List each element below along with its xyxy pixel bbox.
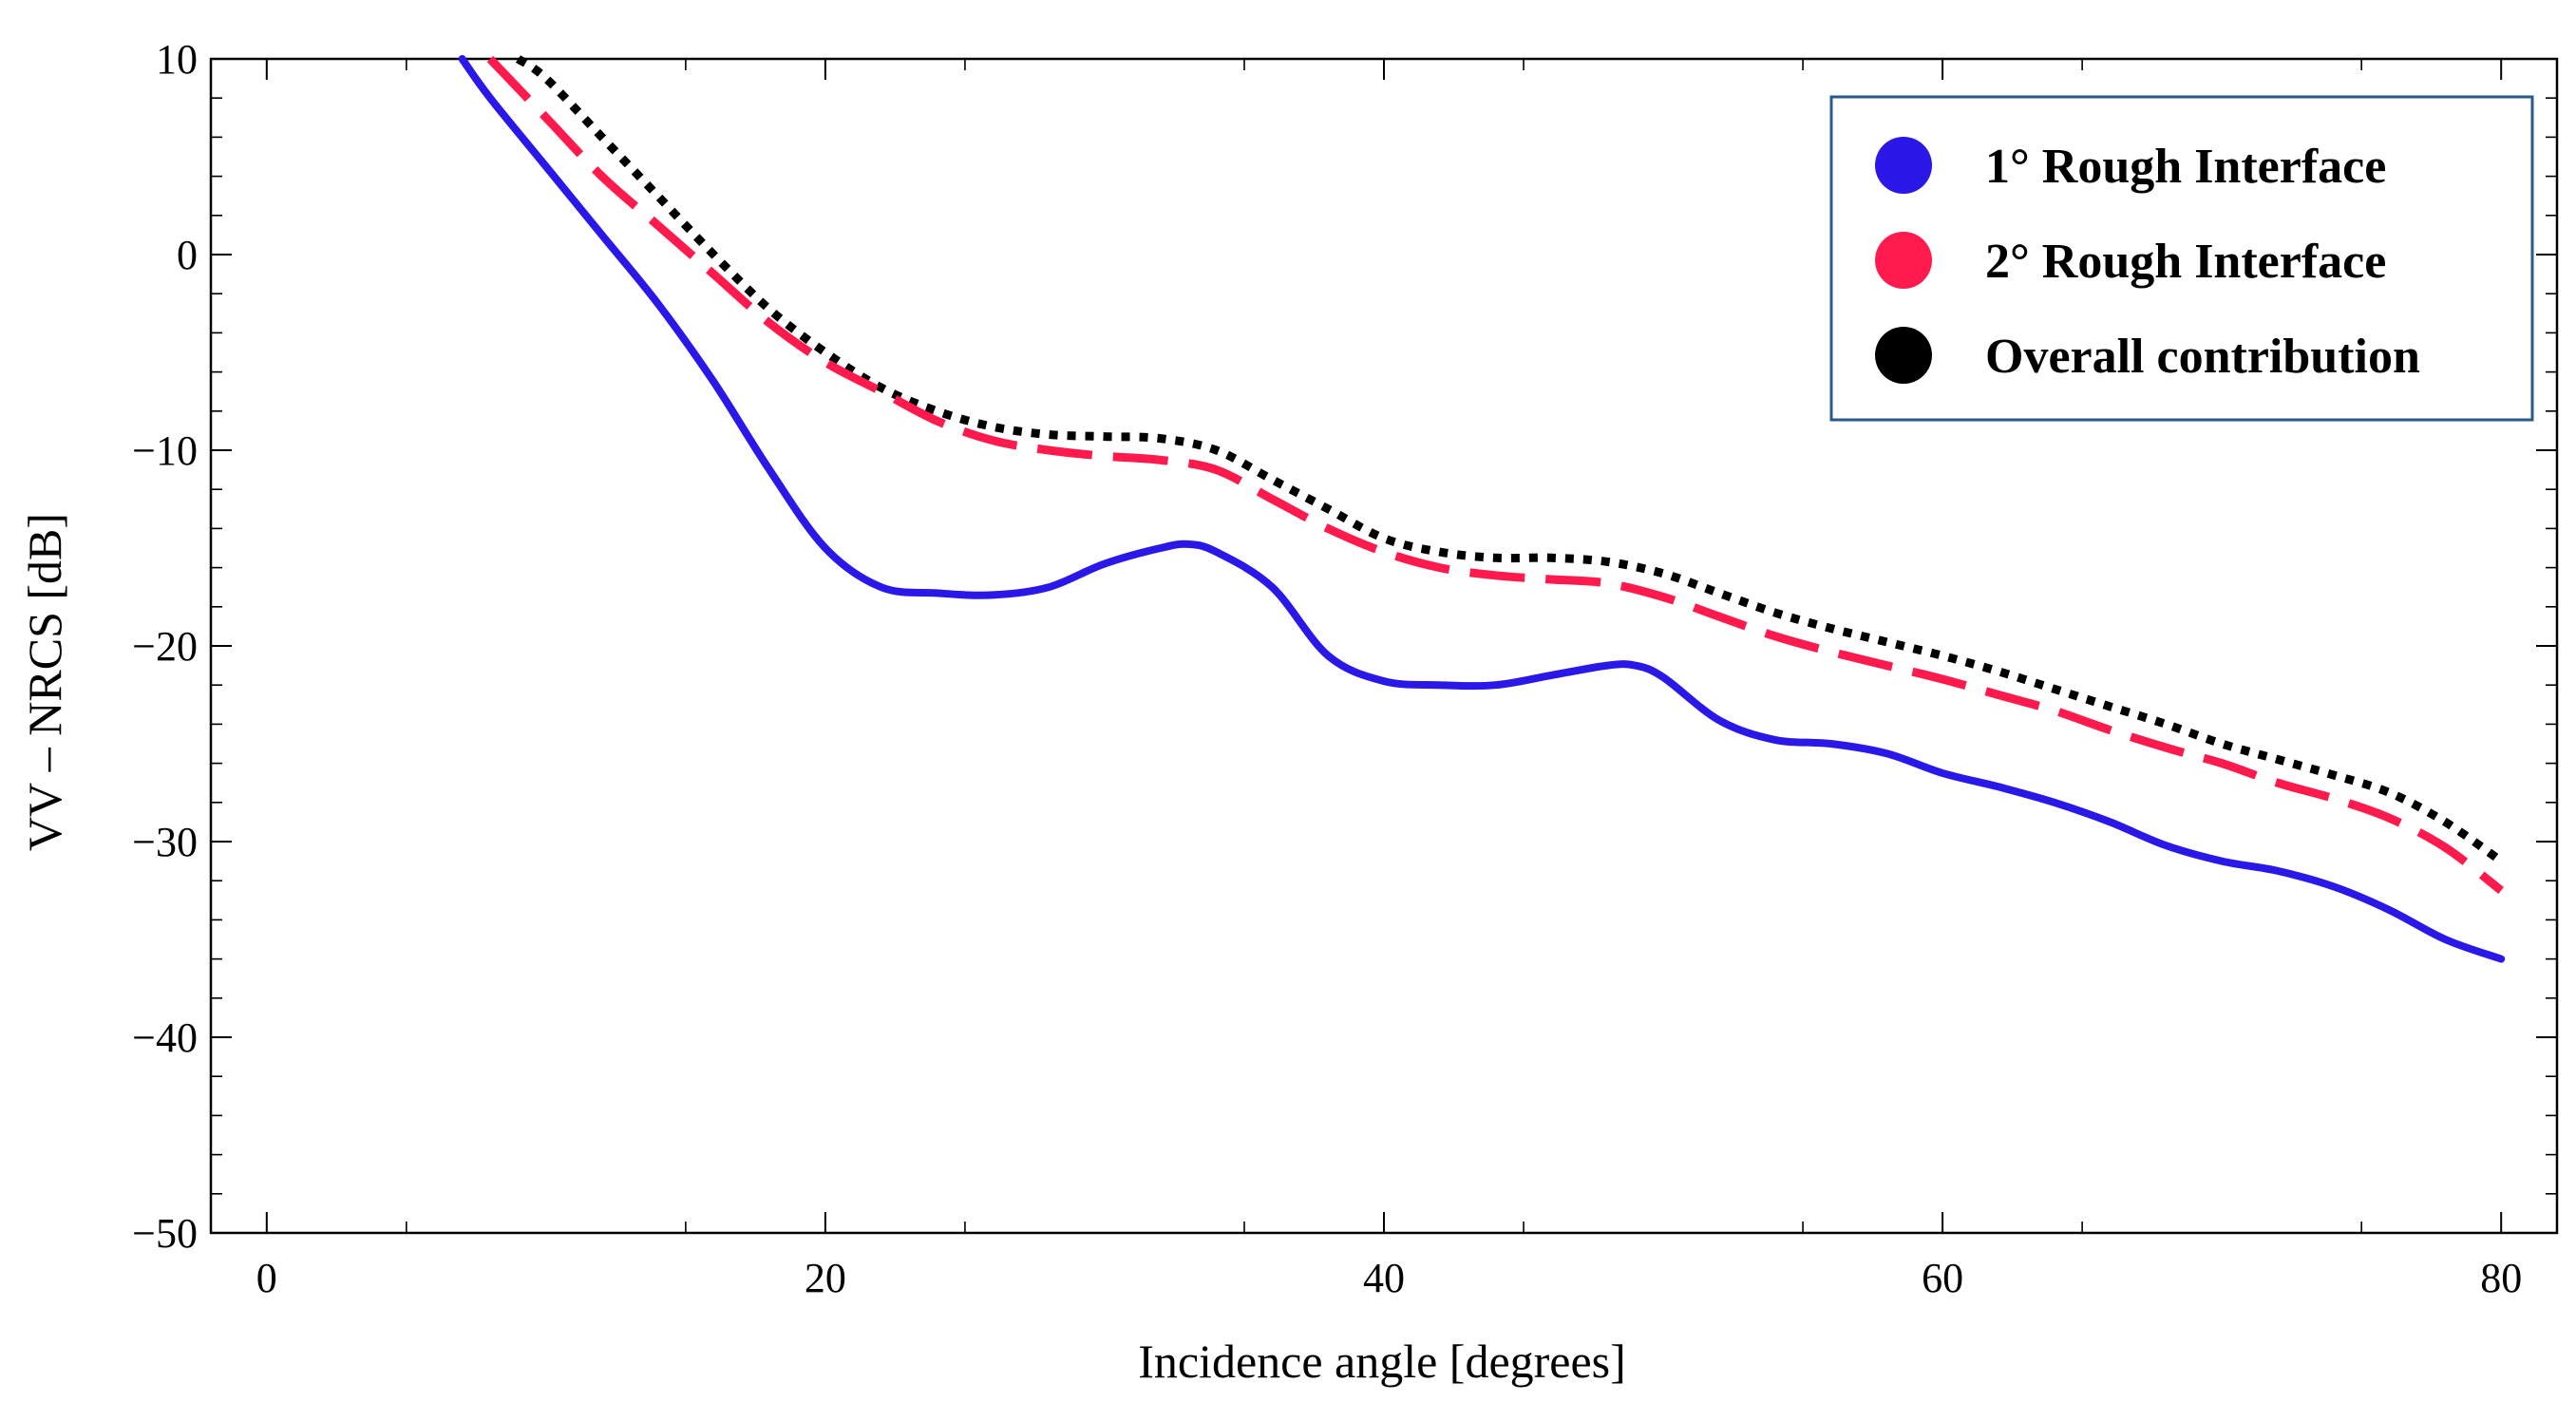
x-tick-label: 0	[256, 1255, 277, 1301]
legend-label: 1° Rough Interface	[1985, 140, 2386, 194]
y-axis-title: VV – NRCS [dB]	[18, 513, 71, 851]
y-tick-label: −50	[132, 1210, 198, 1257]
legend: 1° Rough Interface 2° Rough Interface Over…	[1829, 95, 2534, 422]
legend-label: 2° Rough Interface	[1985, 235, 2386, 289]
y-tick-label: −40	[132, 1014, 198, 1061]
x-tick-label: 60	[1922, 1255, 1963, 1301]
legend-marker	[1875, 232, 1932, 289]
series-line-1-rough-interface	[458, 55, 2506, 963]
legend-box	[1829, 95, 2534, 422]
series-line-2-rough-interface	[486, 55, 2504, 895]
series-line-overall-contribution	[515, 55, 2504, 865]
y-tick-label: −30	[132, 819, 198, 865]
legend-marker	[1875, 137, 1932, 194]
data-series	[458, 55, 2506, 963]
y-tick-label: −20	[132, 623, 198, 670]
legend-label: Overall contribution	[1985, 330, 2420, 384]
x-tick-label: 40	[1363, 1255, 1405, 1301]
legend-marker	[1875, 327, 1932, 384]
y-tick-label: −10	[132, 427, 198, 474]
x-tick-label: 20	[805, 1255, 846, 1301]
x-axis-title: Incidence angle [degrees]	[1138, 1335, 1626, 1388]
axis-ticks	[211, 58, 2557, 1234]
y-tick-label: 0	[177, 232, 198, 278]
y-tick-label: 10	[156, 36, 198, 83]
x-tick-label: 80	[2480, 1255, 2522, 1301]
